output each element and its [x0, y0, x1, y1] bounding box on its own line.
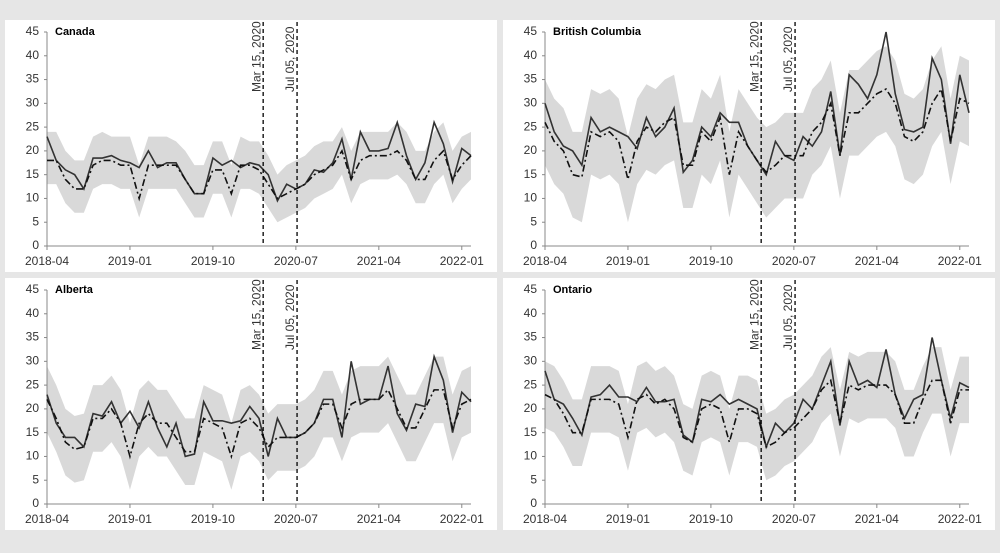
event-label: Mar 15, 2020 — [747, 21, 761, 92]
y-tick-label: 10 — [524, 449, 538, 463]
x-tick-label: 2018-04 — [523, 254, 567, 268]
y-tick-label: 45 — [26, 24, 40, 38]
y-tick-label: 15 — [26, 425, 40, 439]
x-tick-label: 2020-07 — [274, 512, 318, 526]
event-label: Mar 15, 2020 — [249, 21, 263, 92]
x-tick-label: 2020-07 — [772, 512, 816, 526]
x-tick-label: 2018-04 — [25, 254, 69, 268]
event-label: Jul 05, 2020 — [283, 26, 297, 92]
y-tick-label: 20 — [524, 401, 538, 415]
x-tick-label: 2022-01 — [938, 254, 982, 268]
event-label: Mar 15, 2020 — [747, 279, 761, 350]
x-tick-label: 2018-04 — [25, 512, 69, 526]
series-line — [46, 119, 472, 203]
x-tick-label: 2019-10 — [191, 254, 235, 268]
y-tick-label: 0 — [530, 238, 537, 252]
y-tick-label: 20 — [26, 143, 40, 157]
x-tick-label: 2022-01 — [440, 512, 484, 526]
x-tick-label: 2021-04 — [357, 512, 401, 526]
series-line — [46, 353, 472, 458]
prediction-band — [47, 356, 471, 490]
panel: 0 5 10 15 20 25 30 35 40 45 2018-04 2019-01 2019-10 2… — [503, 20, 995, 272]
y-tick-label: 35 — [26, 330, 40, 344]
series-line — [544, 337, 970, 450]
y-tick-label: 45 — [524, 282, 538, 296]
y-tick-label: 20 — [524, 143, 538, 157]
x-tick-label: 2022-01 — [440, 254, 484, 268]
y-tick-label: 10 — [26, 449, 40, 463]
panel-title: Alberta — [55, 284, 94, 296]
y-tick-label: 35 — [524, 330, 538, 344]
x-tick-label: 2021-04 — [855, 254, 899, 268]
y-tick-label: 40 — [524, 306, 538, 320]
y-tick-label: 15 — [524, 425, 538, 439]
y-tick-label: 0 — [32, 496, 39, 510]
y-tick-label: 5 — [530, 472, 537, 486]
y-tick-label: 25 — [524, 377, 538, 391]
y-tick-label: 40 — [26, 48, 40, 62]
x-tick-label: 2019-01 — [108, 254, 152, 268]
y-tick-label: 15 — [524, 167, 538, 181]
y-tick-label: 5 — [530, 214, 537, 228]
event-label: Jul 05, 2020 — [283, 284, 297, 350]
x-tick-label: 2019-10 — [191, 512, 235, 526]
y-tick-label: 45 — [524, 24, 538, 38]
y-tick-label: 40 — [524, 48, 538, 62]
y-tick-label: 0 — [530, 496, 537, 510]
x-tick-label: 2020-07 — [274, 254, 318, 268]
x-tick-label: 2019-01 — [606, 512, 650, 526]
event-label: Jul 05, 2020 — [781, 284, 795, 350]
y-tick-label: 40 — [26, 306, 40, 320]
series-line — [46, 388, 472, 460]
series-line — [544, 86, 970, 180]
x-tick-label: 2019-10 — [689, 254, 733, 268]
y-tick-label: 30 — [26, 354, 40, 368]
y-tick-label: 30 — [524, 96, 538, 110]
prediction-band — [47, 122, 471, 223]
y-tick-label: 10 — [26, 191, 40, 205]
y-tick-label: 30 — [524, 354, 538, 368]
y-tick-label: 35 — [26, 72, 40, 86]
x-tick-label: 2021-04 — [357, 254, 401, 268]
x-tick-label: 2021-04 — [855, 512, 899, 526]
y-tick-label: 25 — [524, 119, 538, 133]
x-tick-label: 2019-01 — [606, 254, 650, 268]
y-tick-label: 35 — [524, 72, 538, 86]
panel: 0 5 10 15 20 25 30 35 40 45 2018-04 2019-01 2019-10 2… — [503, 278, 995, 530]
y-tick-label: 15 — [26, 167, 40, 181]
y-tick-label: 45 — [26, 282, 40, 296]
panel-title: Ontario — [553, 284, 592, 296]
y-tick-label: 25 — [26, 377, 40, 391]
panel-title: Canada — [55, 26, 96, 38]
panel-title: British Columbia — [553, 26, 642, 38]
x-tick-label: 2022-01 — [938, 512, 982, 526]
y-tick-label: 10 — [524, 191, 538, 205]
x-tick-label: 2019-01 — [108, 512, 152, 526]
y-tick-label: 25 — [26, 119, 40, 133]
event-label: Jul 05, 2020 — [781, 26, 795, 92]
panel: 0 5 10 15 20 25 30 35 40 45 2018-04 2019-01 2019-10 2… — [5, 278, 497, 530]
y-tick-label: 0 — [32, 238, 39, 252]
x-tick-label: 2020-07 — [772, 254, 816, 268]
y-tick-label: 5 — [32, 472, 39, 486]
event-label: Mar 15, 2020 — [249, 279, 263, 350]
x-tick-label: 2018-04 — [523, 512, 567, 526]
y-tick-label: 30 — [26, 96, 40, 110]
y-tick-label: 5 — [32, 214, 39, 228]
series-line — [544, 378, 969, 449]
y-tick-label: 20 — [26, 401, 40, 415]
panel: 0 5 10 15 20 25 30 35 40 45 2018-04 2019-01 2019-10 2… — [5, 20, 497, 272]
x-tick-label: 2019-10 — [689, 512, 733, 526]
